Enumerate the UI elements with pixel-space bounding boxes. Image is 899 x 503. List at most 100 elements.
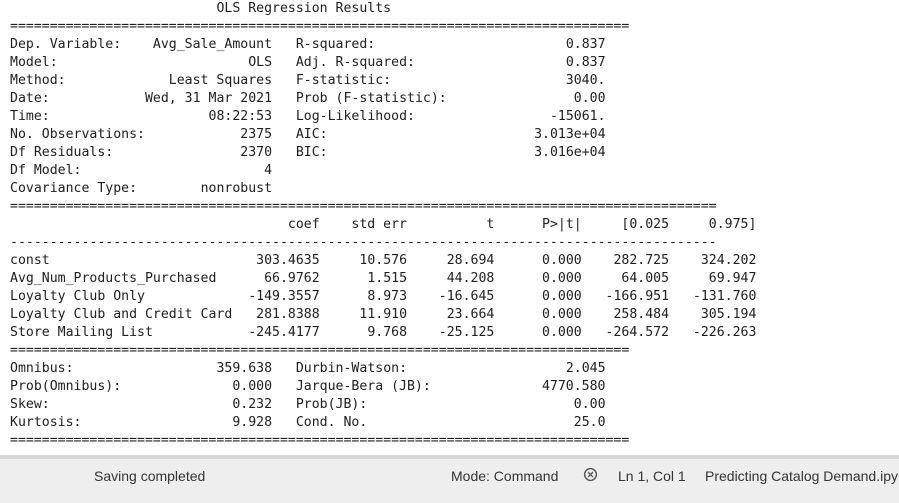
summary-value: 4 xyxy=(264,163,273,178)
summary-value: Least Squares xyxy=(168,73,273,88)
coef-value: 281.8388 xyxy=(256,307,320,322)
coef-row: Store Mailing List -245.4177 9.768 -25.1… xyxy=(10,324,899,342)
coef-value: 0.000 xyxy=(542,289,582,304)
diagnostic-value: 0.232 xyxy=(232,397,273,412)
coef-value: -226.263 xyxy=(692,325,757,340)
summary-label: Model: xyxy=(10,55,58,70)
summary-value: -15061. xyxy=(549,109,606,124)
separator-line: ========================================… xyxy=(10,198,899,216)
coef-value: 282.725 xyxy=(613,253,670,268)
diagnostic-row: Skew: 0.232 Prob(JB): 0.00 xyxy=(10,396,899,414)
coef-row: Avg_Num_Products_Purchased 66.9762 1.515… xyxy=(10,270,899,288)
coef-value: -264.572 xyxy=(605,325,670,340)
coef-row-name: Store Mailing List xyxy=(10,325,153,340)
diagnostic-label: Kurtosis: xyxy=(10,415,82,430)
coef-value: -16.645 xyxy=(438,289,495,304)
status-bar: Saving completed Mode: Command Ln 1, Col… xyxy=(0,455,899,503)
summary-label: No. Observations: xyxy=(10,127,145,142)
coef-value: 64.005 xyxy=(621,271,670,286)
diagnostic-label: Prob(JB): xyxy=(295,397,368,412)
coef-row-name: const xyxy=(10,253,50,268)
diagnostic-label: Skew: xyxy=(10,397,50,412)
summary-row: No. Observations: 2375 AIC: 3.013e+04 xyxy=(10,126,899,144)
diagnostic-value: 359.638 xyxy=(216,361,273,376)
coef-header: 0.975] xyxy=(708,217,757,232)
summary-value: nonrobust xyxy=(200,181,273,196)
coef-value: 258.484 xyxy=(613,307,670,322)
summary-label: Covariance Type: xyxy=(10,181,138,196)
summary-label: F-statistic: xyxy=(295,73,392,88)
summary-label: AIC: xyxy=(295,127,328,142)
diagnostic-value: 2.045 xyxy=(565,361,606,376)
coef-header-row: coef std err t P>|t| [0.025 0.975] xyxy=(10,216,899,234)
coef-header: t xyxy=(486,217,495,232)
separator-line-text: ========================================… xyxy=(10,433,630,448)
separator-line: ========================================… xyxy=(10,432,899,450)
summary-row: Df Model: 4 xyxy=(10,162,899,180)
coef-value: 66.9762 xyxy=(264,271,320,286)
ols-regression-output: OLS Regression Results ==================… xyxy=(10,0,899,455)
summary-value: 0.837 xyxy=(565,37,606,52)
output-title: OLS Regression Results xyxy=(216,1,392,16)
diagnostic-label: Jarque-Bera (JB): xyxy=(295,379,431,394)
summary-label: Adj. R-squared: xyxy=(295,55,415,70)
coef-value: -25.125 xyxy=(438,325,495,340)
summary-row: Dep. Variable: Avg_Sale_Amount R-squared… xyxy=(10,36,899,54)
coef-value: 305.194 xyxy=(700,307,757,322)
separator-line-text: ========================================… xyxy=(10,343,630,358)
summary-label: Time: xyxy=(10,109,50,124)
diagnostic-row: Omnibus: 359.638 Durbin-Watson: 2.045 xyxy=(10,360,899,378)
diagnostic-row: Prob(Omnibus): 0.000 Jarque-Bera (JB): 4… xyxy=(10,378,899,396)
coef-row-name: Avg_Num_Products_Purchased xyxy=(10,271,217,286)
coef-header: coef xyxy=(287,217,320,232)
diagnostic-label: Prob(Omnibus): xyxy=(10,379,122,394)
summary-row: Time: 08:22:53 Log-Likelihood: -15061. xyxy=(10,108,899,126)
summary-value: 2370 xyxy=(240,145,273,160)
summary-label: Method: xyxy=(10,73,66,88)
status-mode-text[interactable]: Mode: Command xyxy=(451,468,559,484)
summary-value: 0.837 xyxy=(565,55,606,70)
separator-line: ========================================… xyxy=(10,342,899,360)
coef-row: Loyalty Club and Credit Card 281.8388 11… xyxy=(10,306,899,324)
coef-value: 10.576 xyxy=(359,253,408,268)
summary-value: 3.013e+04 xyxy=(534,127,606,142)
coef-value: 0.000 xyxy=(542,253,582,268)
separator-line-text: ========================================… xyxy=(10,19,630,34)
coef-row: Loyalty Club Only -149.3557 8.973 -16.64… xyxy=(10,288,899,306)
summary-row: Date: Wed, 31 Mar 2021 Prob (F-statistic… xyxy=(10,90,899,108)
summary-value: 0.00 xyxy=(573,91,606,106)
separator-line-text: ----------------------------------------… xyxy=(10,235,717,250)
separator-line-text: ========================================… xyxy=(10,199,717,214)
summary-label: Log-Likelihood: xyxy=(295,109,415,124)
coef-value: -149.3557 xyxy=(248,289,320,304)
summary-label: R-squared: xyxy=(295,37,376,52)
separator-line: ----------------------------------------… xyxy=(10,234,899,252)
output-title-line: OLS Regression Results xyxy=(10,0,899,18)
diagnostic-value: 0.000 xyxy=(232,379,273,394)
summary-value: 08:22:53 xyxy=(208,109,273,124)
summary-value: Wed, 31 Mar 2021 xyxy=(144,91,273,106)
status-saving-text: Saving completed xyxy=(94,468,206,484)
coef-value: 9.768 xyxy=(367,325,408,340)
kernel-status-icon[interactable] xyxy=(583,467,598,482)
coef-value: -245.4177 xyxy=(248,325,320,340)
coef-value: 28.694 xyxy=(446,253,495,268)
diagnostic-label: Omnibus: xyxy=(10,361,74,376)
summary-label: BIC: xyxy=(295,145,328,160)
separator-line: ========================================… xyxy=(10,18,899,36)
summary-label: Df Residuals: xyxy=(10,145,114,160)
status-file-name: Predicting Catalog Demand.ipynb xyxy=(705,468,899,484)
coef-header: std err xyxy=(351,217,407,232)
coef-value: 0.000 xyxy=(542,307,582,322)
diagnostic-value: 0.00 xyxy=(573,397,606,412)
diagnostic-value: 9.928 xyxy=(232,415,273,430)
coef-row-name: Loyalty Club Only xyxy=(10,289,145,304)
coef-value: 8.973 xyxy=(367,289,408,304)
coef-value: 324.202 xyxy=(700,253,757,268)
coef-value: 303.4635 xyxy=(256,253,320,268)
summary-value: Avg_Sale_Amount xyxy=(152,37,273,52)
summary-label: Dep. Variable: xyxy=(10,37,122,52)
coef-value: 23.664 xyxy=(446,307,495,322)
status-cursor-position[interactable]: Ln 1, Col 1 xyxy=(618,468,686,484)
coef-header: [0.025 xyxy=(621,217,670,232)
